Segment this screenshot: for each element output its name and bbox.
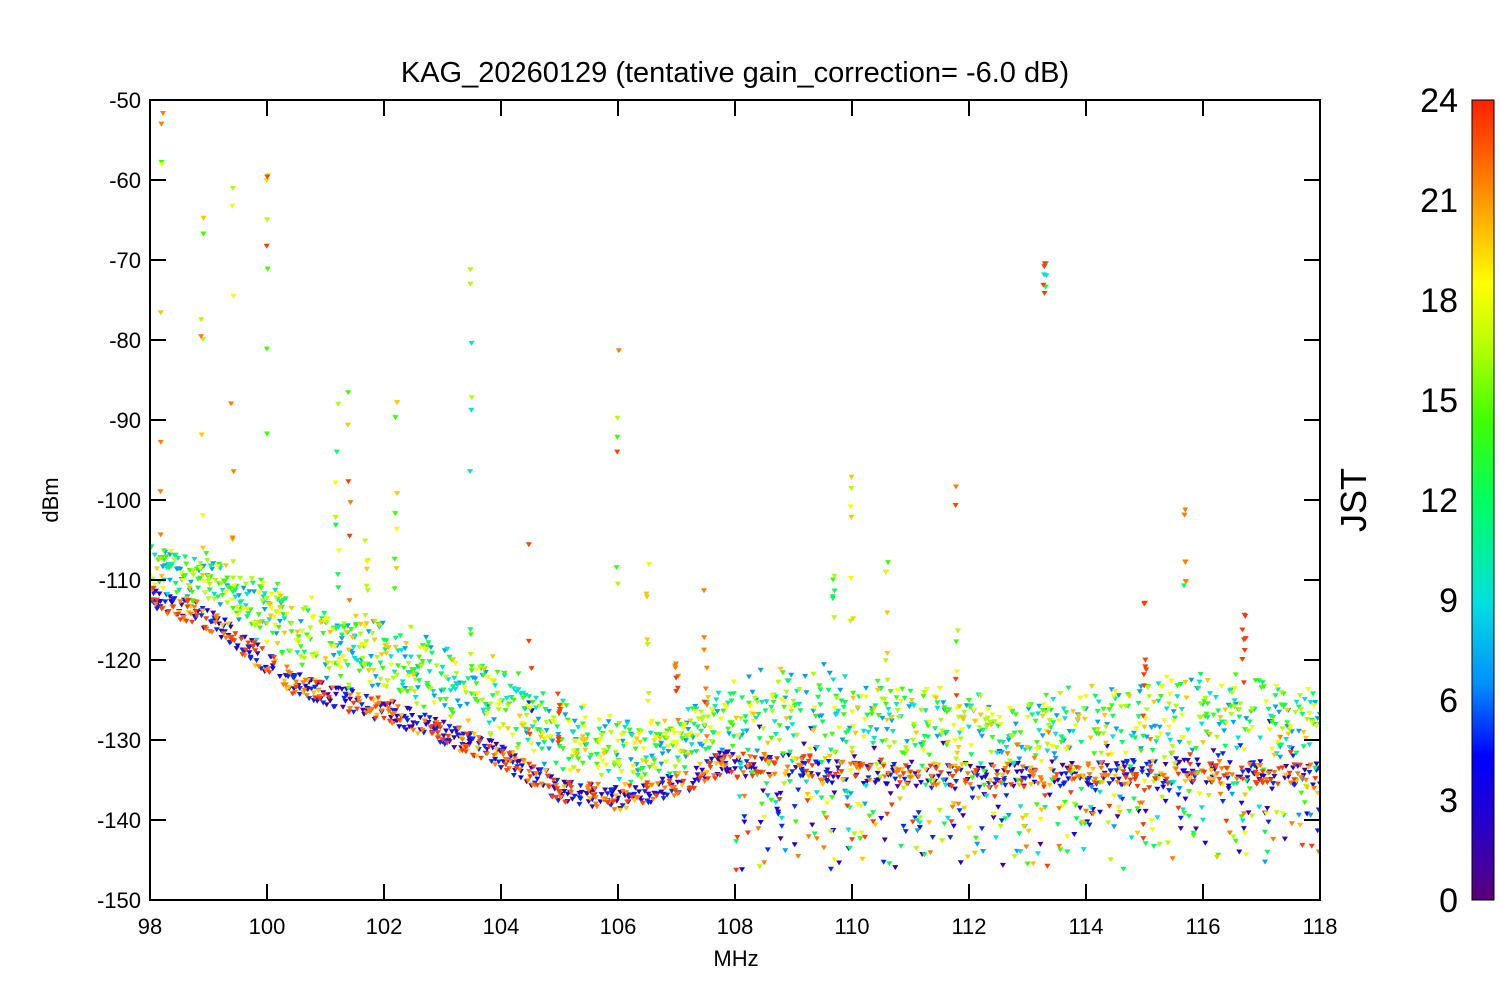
point-series-jst-0: [151, 594, 1320, 868]
colorbar-tick-label: 6: [1439, 682, 1458, 720]
x-tick-label: 102: [366, 914, 403, 939]
y-tick-label: -50: [109, 88, 141, 113]
x-tick-label: 112: [951, 914, 986, 939]
y-tick-label: -80: [109, 328, 141, 353]
x-axis-label: MHz: [713, 946, 758, 971]
y-tick-label: -130: [97, 728, 141, 753]
data-points: [150, 111, 1320, 873]
y-axis-label: dBm: [38, 477, 63, 522]
colorbar-tick-label: 24: [1420, 82, 1458, 120]
y-tick-label: -100: [97, 488, 141, 513]
colorbar-tick-label: 9: [1439, 582, 1458, 620]
colorbar: [1471, 99, 1495, 901]
point-series-jst-5: [150, 284, 1319, 872]
x-tick-label: 108: [717, 914, 754, 939]
x-tick-label: 100: [249, 914, 286, 939]
colorbar-ticks: 0 3 6 9 12 15 18 21 24: [1420, 82, 1458, 920]
colorbar-tick-label: 12: [1420, 482, 1458, 520]
y-tick-label: -120: [97, 648, 141, 673]
colorbar-label: JST: [1333, 468, 1374, 532]
colorbar-tick-label: 3: [1439, 782, 1458, 820]
x-tick-label: 116: [1185, 914, 1220, 939]
y-tick-label: -70: [109, 248, 141, 273]
point-series-jst-8: [150, 162, 1320, 863]
x-tick-label: 106: [600, 914, 637, 939]
colorbar-tick-label: 0: [1439, 882, 1458, 920]
x-tick-label: 114: [1068, 914, 1103, 939]
point-series-jst-7: [150, 173, 1316, 870]
y-tick-label: -90: [109, 408, 141, 433]
y-tick-label: -110: [99, 568, 141, 593]
y-tick-label: -60: [109, 168, 141, 193]
y-tick-label: -140: [97, 808, 141, 833]
colorbar-tick-label: 21: [1420, 182, 1458, 220]
y-tick-label: -150: [97, 888, 141, 913]
x-tick-label: 98: [138, 914, 162, 939]
point-series-jst-11: [150, 174, 1319, 873]
x-axis: 98 100 102 104 106 108 110 112 114 116 118: [138, 100, 1338, 939]
colorbar-tick-label: 15: [1420, 382, 1458, 420]
x-tick-label: 118: [1302, 914, 1337, 939]
colorbar-tick-label: 18: [1420, 282, 1458, 320]
chart-title: KAG_20260129 (tentative gain_correction=…: [401, 57, 1069, 89]
y-axis: -50 -60 -70 -80 -90 -100 -110 -120 -130 -140 -150: [97, 88, 1320, 913]
x-tick-label: 110: [834, 914, 869, 939]
x-tick-label: 104: [483, 914, 520, 939]
point-series-jst-3: [150, 544, 1320, 865]
